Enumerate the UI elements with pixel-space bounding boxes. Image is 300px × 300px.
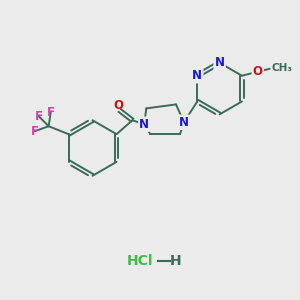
Text: N: N [192, 69, 202, 82]
Text: H: H [170, 254, 182, 268]
Text: F: F [35, 110, 43, 123]
Text: N: N [179, 116, 189, 129]
Text: O: O [113, 99, 124, 112]
Text: F: F [31, 125, 39, 138]
Text: HCl: HCl [127, 254, 153, 268]
Text: CH₃: CH₃ [272, 63, 292, 73]
Text: O: O [253, 65, 263, 78]
Text: N: N [139, 118, 149, 131]
Text: F: F [47, 106, 55, 119]
Text: N: N [214, 56, 225, 69]
